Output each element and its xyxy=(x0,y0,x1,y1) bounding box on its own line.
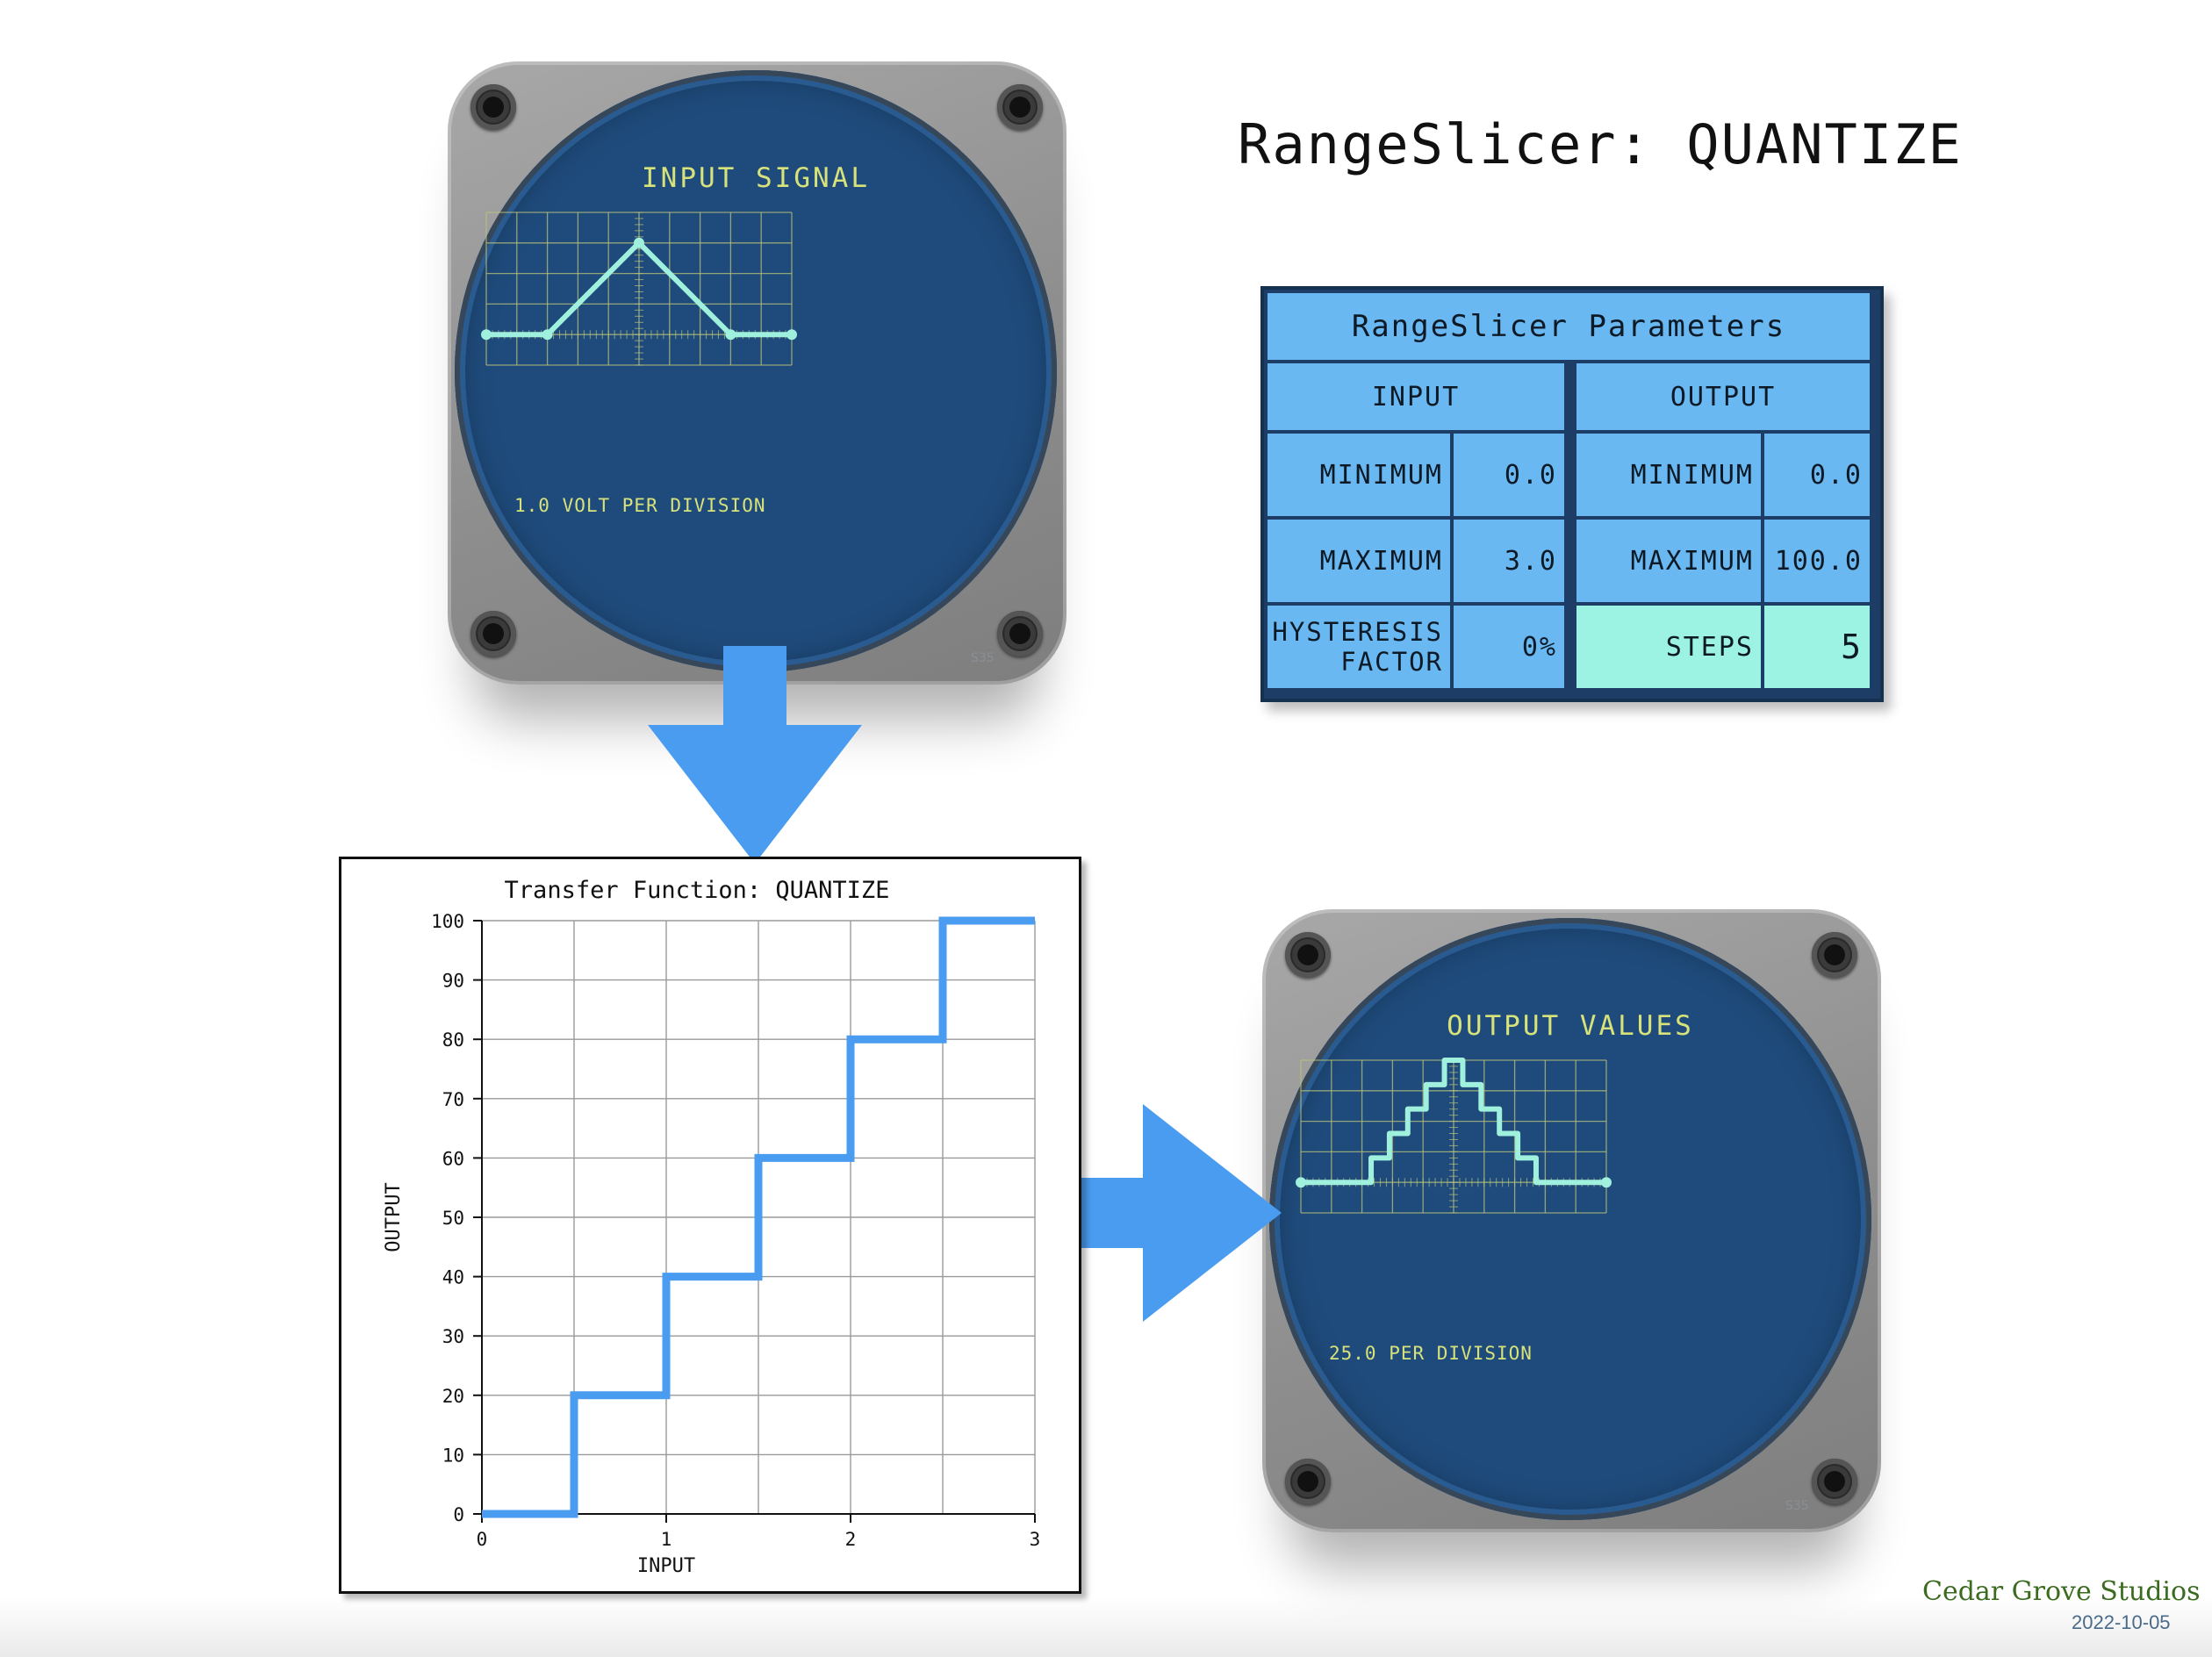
x-axis-label: INPUT xyxy=(637,1555,695,1577)
scope-model-label: S35 xyxy=(1785,1499,1809,1513)
y-tick-label: 100 xyxy=(431,911,464,932)
output-values-trace xyxy=(1301,1058,1606,1186)
y-axis-label: OUTPUT xyxy=(383,1182,405,1252)
trace-point xyxy=(1296,1177,1306,1188)
trace-point xyxy=(1601,1177,1612,1188)
parameters-heading: RangeSlicer Parameters xyxy=(1268,293,1870,360)
x-tick-label: 2 xyxy=(845,1529,857,1550)
output-min-label: MINIMUM xyxy=(1576,434,1761,516)
bolt-icon xyxy=(1812,932,1857,978)
output-max-label: MAXIMUM xyxy=(1576,520,1761,602)
output-scope: OUTPUT VALUES 25.0 PER DIVISION S35 xyxy=(1262,909,1881,1532)
y-tick-label: 40 xyxy=(442,1267,464,1288)
hysteresis-value: 0% xyxy=(1454,606,1564,688)
output-header: OUTPUT xyxy=(1576,363,1870,430)
output-max-value: 100.0 xyxy=(1764,520,1870,602)
right-arrow-icon xyxy=(1064,1104,1282,1322)
steps-value: 5 xyxy=(1764,606,1870,688)
quantize-step-line xyxy=(482,916,1035,1518)
trace-point xyxy=(725,329,736,341)
trace-point xyxy=(634,237,644,248)
y-tick-label: 70 xyxy=(442,1089,464,1110)
output-scope-division-label: 25.0 PER DIVISION xyxy=(1329,1343,1533,1364)
trace-point xyxy=(542,329,553,341)
bolt-icon xyxy=(1812,1459,1857,1504)
transfer-function-chart: Transfer Function: QUANTIZE 0 10 20 30 40 50 60… xyxy=(339,857,1081,1594)
y-tick-label: 30 xyxy=(442,1326,464,1347)
y-tick-label: 60 xyxy=(442,1148,464,1169)
y-tick-label: 0 xyxy=(453,1504,464,1525)
x-tick-label: 1 xyxy=(661,1529,672,1550)
floor-shadow xyxy=(0,1597,2212,1657)
studio-credit: Cedar Grove Studios xyxy=(1922,1576,2201,1607)
trace-point xyxy=(481,329,492,341)
hysteresis-label-line1: HYSTERESIS xyxy=(1272,617,1443,647)
input-scope: INPUT SIGNAL 1.0 VOLT PER DIVISION S35 xyxy=(448,61,1066,685)
y-tick-label: 50 xyxy=(442,1208,464,1229)
bolt-icon xyxy=(1285,932,1331,978)
bolt-icon xyxy=(1285,1459,1331,1504)
bolt-icon xyxy=(997,84,1043,130)
hysteresis-label: HYSTERESIS FACTOR xyxy=(1268,606,1450,688)
input-min-label: MINIMUM xyxy=(1268,434,1450,516)
bolt-icon xyxy=(470,611,516,656)
input-max-value: 3.0 xyxy=(1454,520,1564,602)
output-scope-screen: OUTPUT VALUES 25.0 PER DIVISION xyxy=(1269,918,1871,1520)
input-scope-graticule xyxy=(481,212,797,366)
output-scope-graticule xyxy=(1296,1058,1612,1214)
scope-model-label: S35 xyxy=(971,651,995,665)
chart-title: Transfer Function: QUANTIZE xyxy=(505,877,890,904)
down-arrow-icon xyxy=(648,646,862,864)
y-tick-label: 20 xyxy=(442,1386,464,1407)
credit-date: 2022-10-05 xyxy=(2072,1611,2171,1633)
bolt-icon xyxy=(997,611,1043,656)
trace-point xyxy=(786,329,797,341)
steps-label: STEPS xyxy=(1576,606,1761,688)
output-scope-label: OUTPUT VALUES xyxy=(1447,1010,1694,1042)
page-title: RangeSlicer: QUANTIZE xyxy=(1238,112,1963,176)
y-tick-label: 80 xyxy=(442,1029,464,1051)
input-scope-division-label: 1.0 VOLT PER DIVISION xyxy=(514,495,766,516)
input-max-label: MAXIMUM xyxy=(1268,520,1450,602)
x-tick-label: 0 xyxy=(477,1529,488,1550)
parameters-table: RangeSlicer Parameters INPUT OUTPUT MINI… xyxy=(1260,286,1884,702)
x-tick-label: 3 xyxy=(1030,1529,1041,1550)
bolt-icon xyxy=(470,84,516,130)
input-min-value: 0.0 xyxy=(1454,434,1564,516)
y-tick-label: 10 xyxy=(442,1445,464,1466)
hysteresis-label-line2: FACTOR xyxy=(1340,647,1443,677)
graticule-grid xyxy=(1300,1059,1607,1214)
graticule-grid xyxy=(485,212,793,366)
output-min-value: 0.0 xyxy=(1764,434,1870,516)
input-scope-screen: INPUT SIGNAL 1.0 VOLT PER DIVISION xyxy=(455,70,1057,672)
chart-plot: Transfer Function: QUANTIZE0102030405060… xyxy=(383,877,1041,1577)
y-tick-label: 90 xyxy=(442,971,464,992)
input-scope-label: INPUT SIGNAL xyxy=(642,162,870,194)
input-header: INPUT xyxy=(1268,363,1564,430)
